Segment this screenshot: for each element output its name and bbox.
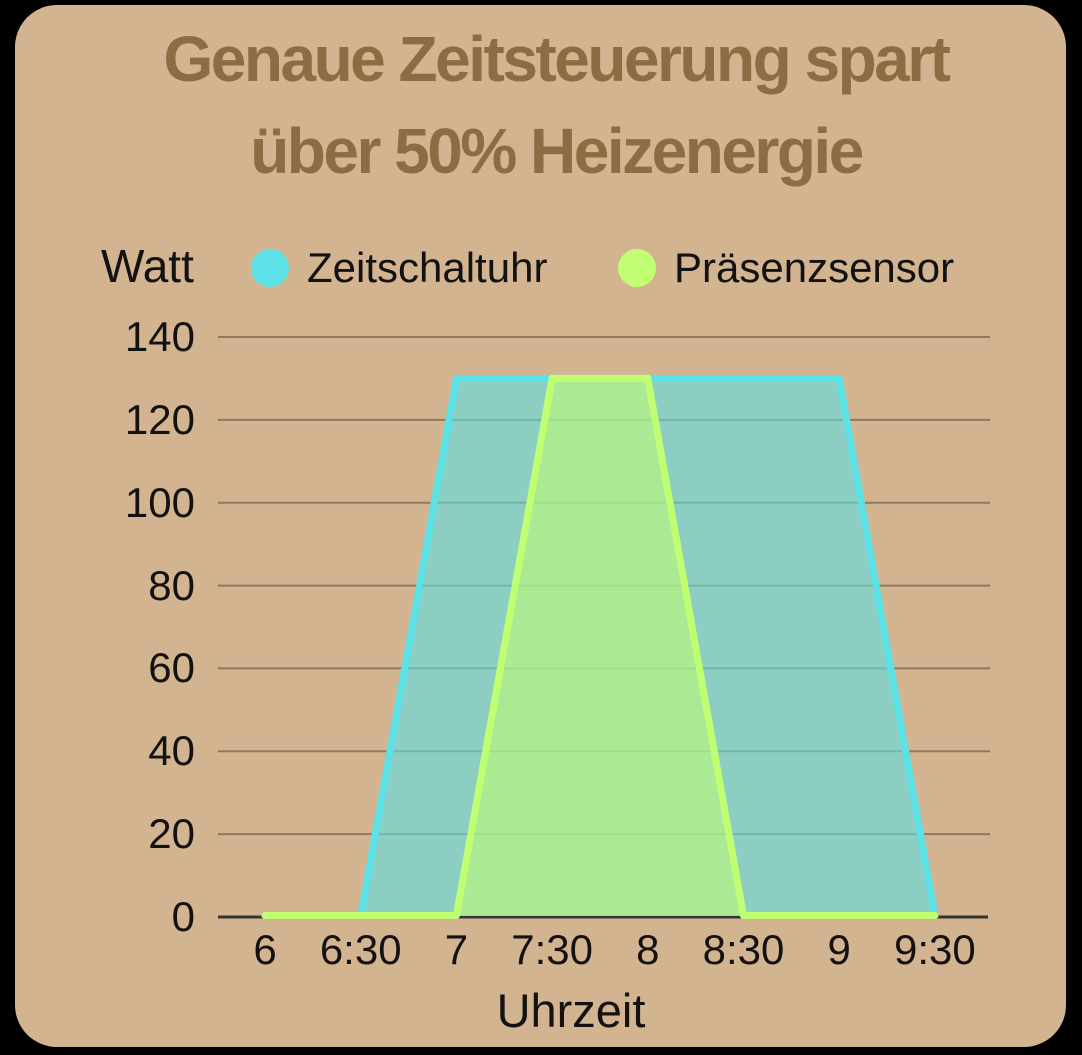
chart-title: Genaue Zeitsteuerung spart über 50% Heiz… bbox=[15, 13, 1082, 197]
x-tick-label: 6 bbox=[253, 926, 277, 973]
area-fill-präsenzsensor bbox=[265, 378, 935, 916]
x-axis-title: Uhrzeit bbox=[496, 984, 646, 1037]
legend-item-praesenzsensor: Präsenzsensor bbox=[618, 246, 954, 290]
x-tick-label: 7 bbox=[444, 926, 469, 973]
y-tick-label: 100 bbox=[124, 478, 195, 526]
legend-dot-zeitschaltuhr-icon bbox=[251, 249, 289, 287]
x-tick-label: 8 bbox=[636, 926, 660, 973]
y-tick-label: 40 bbox=[148, 727, 195, 775]
legend-item-zeitschaltuhr: Zeitschaltuhr bbox=[251, 246, 547, 290]
y-tick-label: 20 bbox=[148, 810, 195, 858]
y-tick-label: 140 bbox=[124, 313, 195, 360]
x-tick-label: 9 bbox=[827, 926, 851, 973]
y-axis-title: Watt bbox=[101, 240, 194, 292]
y-tick-label: 120 bbox=[124, 395, 195, 443]
y-tick-label: 80 bbox=[148, 561, 195, 609]
infographic-card: Genaue Zeitsteuerung spart über 50% Heiz… bbox=[15, 5, 1066, 1047]
chart-title-line1: Genaue Zeitsteuerung spart bbox=[163, 23, 951, 95]
x-tick-label: 7:30 bbox=[511, 926, 593, 973]
area-chart-plot bbox=[218, 336, 990, 919]
x-tick-label: 6:30 bbox=[319, 926, 402, 973]
x-tick-label: 9:30 bbox=[894, 926, 976, 973]
legend-label-praesenzsensor: Präsenzsensor bbox=[674, 244, 955, 291]
legend-label-zeitschaltuhr: Zeitschaltuhr bbox=[307, 244, 548, 291]
legend-dot-praesenzsensor-icon bbox=[618, 249, 656, 287]
x-tick-label: 8:30 bbox=[702, 926, 785, 973]
y-tick-label: 60 bbox=[148, 644, 195, 692]
y-tick-label: 0 bbox=[171, 893, 195, 940]
chart-title-line2: über 50% Heizenergie bbox=[250, 115, 864, 187]
area-line-präsenzsensor bbox=[261, 374, 939, 919]
